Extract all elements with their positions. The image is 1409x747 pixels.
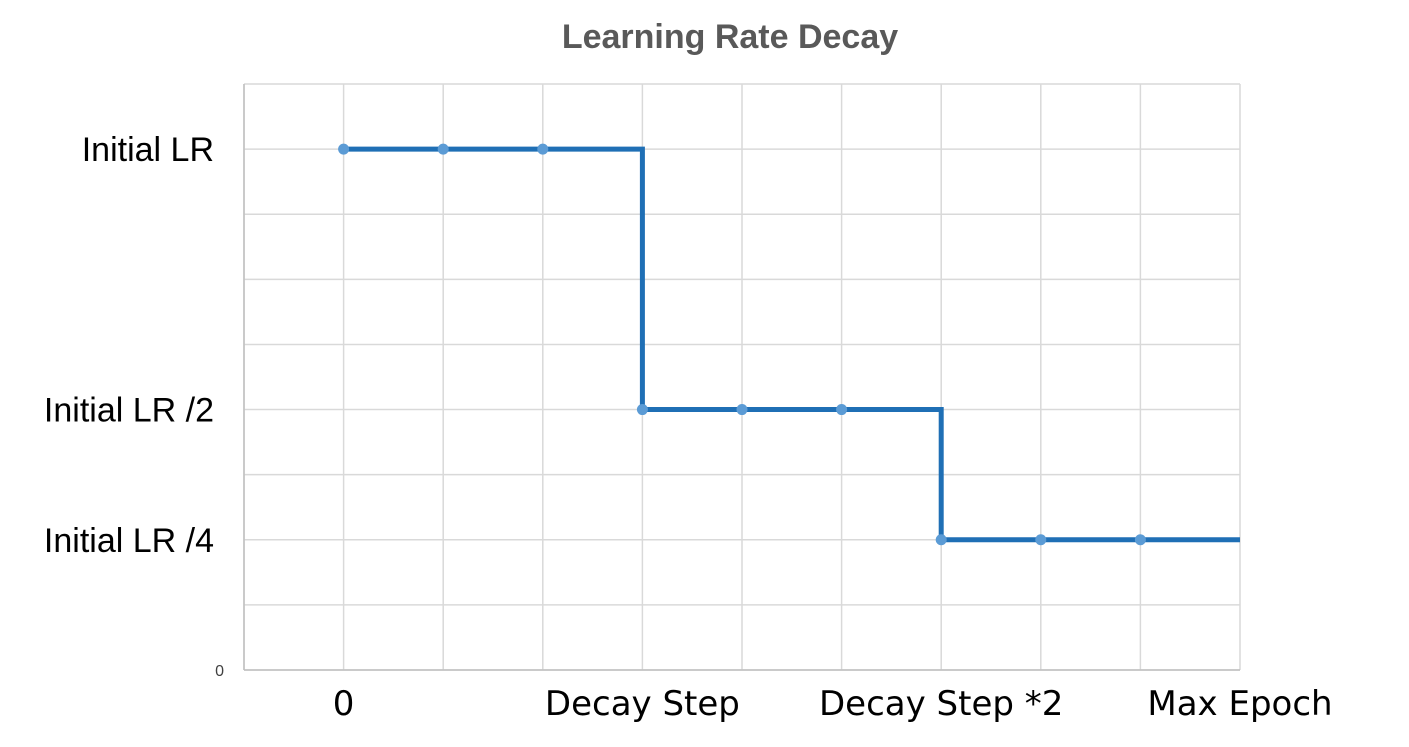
data-point bbox=[1134, 534, 1146, 546]
data-point bbox=[935, 534, 947, 546]
y-tick-label: Initial LR /2 bbox=[44, 392, 214, 430]
x-tick-labels: 0 Decay Step Decay Step *2 Max Epoch bbox=[333, 684, 1333, 724]
axes bbox=[243, 84, 1240, 671]
chart-title: Learning Rate Decay bbox=[562, 18, 898, 56]
x-tick-label: 0 bbox=[333, 684, 355, 724]
x-tick-label: Decay Step bbox=[545, 684, 740, 724]
y-tick-label: 0 bbox=[215, 663, 224, 680]
y-tick-label: Initial LR /4 bbox=[44, 522, 214, 560]
x-tick-label: Max Epoch bbox=[1147, 684, 1332, 724]
data-point bbox=[736, 404, 748, 416]
y-tick-labels: Initial LR Initial LR /2 Initial LR /4 0 bbox=[44, 131, 224, 680]
data-point bbox=[437, 143, 449, 155]
series bbox=[343, 146, 1240, 543]
data-point bbox=[1035, 534, 1047, 546]
data-point bbox=[636, 404, 648, 416]
learning-rate-line bbox=[343, 146, 1240, 543]
grid bbox=[243, 83, 1241, 671]
data-point bbox=[338, 143, 350, 155]
y-tick-label: Initial LR bbox=[82, 131, 214, 169]
data-point bbox=[836, 404, 848, 416]
data-point bbox=[537, 143, 549, 155]
markers bbox=[338, 143, 1146, 546]
x-tick-label: Decay Step *2 bbox=[819, 684, 1063, 724]
